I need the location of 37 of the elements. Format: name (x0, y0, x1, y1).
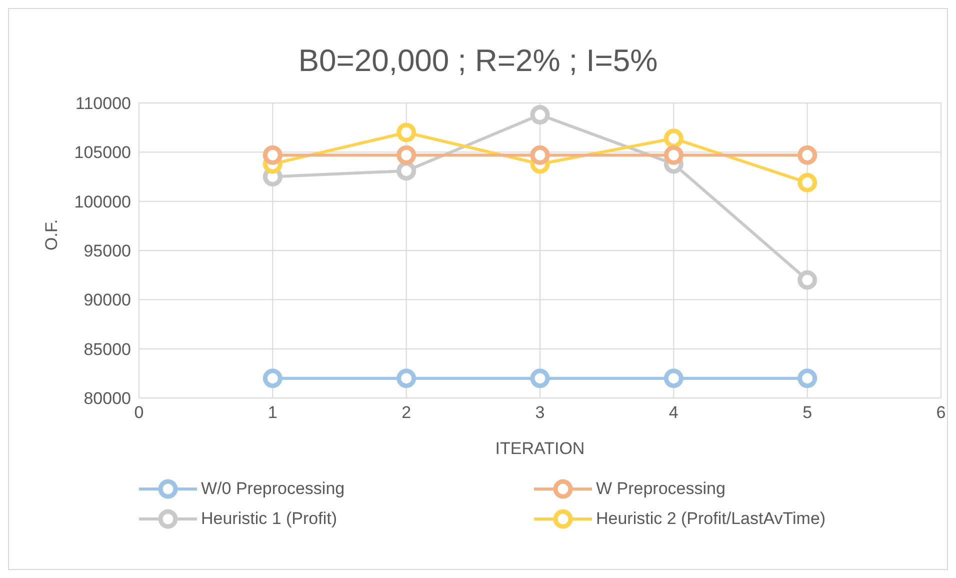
x-tick-label: 4 (668, 403, 678, 422)
x-tick-label: 3 (535, 403, 545, 422)
point (262, 145, 282, 165)
x-axis-title: ITERATION (495, 439, 585, 458)
y-axis-title: O.F. (42, 219, 62, 250)
y-tick-label: 90000 (84, 290, 131, 310)
point (396, 368, 416, 388)
point (530, 145, 550, 165)
y-tick-label: 110000 (76, 94, 131, 114)
x-tick-label: 5 (802, 403, 812, 422)
point (798, 172, 818, 192)
x-tick-label: 6 (936, 403, 946, 422)
legend-label: Heuristic 2 (Profit/LastAvTime) (596, 509, 826, 529)
y-tick-label: 100000 (74, 192, 131, 212)
chart-title: B0=20,000 ; R=2% ; I=5% (297, 42, 659, 80)
legend-label: W Preprocessing (596, 479, 726, 499)
point (798, 270, 818, 290)
legend-label: W/0 Preprocessing (201, 479, 345, 499)
point (396, 161, 416, 181)
x-tick-label: 0 (134, 403, 144, 422)
point (798, 145, 818, 165)
point (798, 368, 818, 388)
point (396, 145, 416, 165)
y-tick-label: 80000 (84, 389, 131, 408)
point (262, 368, 282, 388)
point (664, 368, 684, 388)
point (530, 368, 550, 388)
legend-label: Heuristic 1 (Profit) (201, 509, 338, 529)
point (530, 105, 550, 125)
x-tick-label: 2 (402, 403, 412, 422)
point (664, 145, 684, 165)
point (664, 128, 684, 148)
x-tick-label: 1 (268, 403, 278, 422)
y-tick-label: 95000 (84, 242, 131, 261)
y-tick-label: 85000 (84, 340, 131, 359)
y-tick-label: 105000 (74, 143, 131, 162)
point (396, 122, 416, 142)
